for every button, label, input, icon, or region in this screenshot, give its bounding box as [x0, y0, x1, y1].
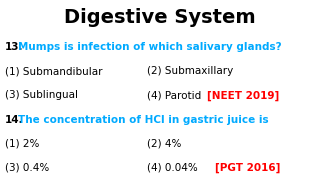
Text: (2) 4%: (2) 4% — [147, 139, 181, 149]
Text: (4) 0.04%: (4) 0.04% — [147, 163, 198, 173]
Text: (1) Submandibular: (1) Submandibular — [5, 66, 102, 76]
Text: 14.: 14. — [5, 114, 24, 125]
Text: The concentration of HCl in gastric juice is: The concentration of HCl in gastric juic… — [18, 114, 268, 125]
Text: (3) Sublingual: (3) Sublingual — [5, 90, 78, 100]
Text: 13.: 13. — [5, 42, 23, 52]
Text: (3) 0.4%: (3) 0.4% — [5, 163, 49, 173]
Text: Mumps is infection of which salivary glands?: Mumps is infection of which salivary gla… — [18, 42, 282, 52]
Text: (2) Submaxillary: (2) Submaxillary — [147, 66, 234, 76]
Text: Digestive System: Digestive System — [64, 8, 256, 27]
Text: (4) Parotid: (4) Parotid — [147, 90, 202, 100]
Text: [PGT 2016]: [PGT 2016] — [215, 163, 281, 173]
Text: [NEET 2019]: [NEET 2019] — [207, 90, 279, 100]
Text: (1) 2%: (1) 2% — [5, 139, 39, 149]
